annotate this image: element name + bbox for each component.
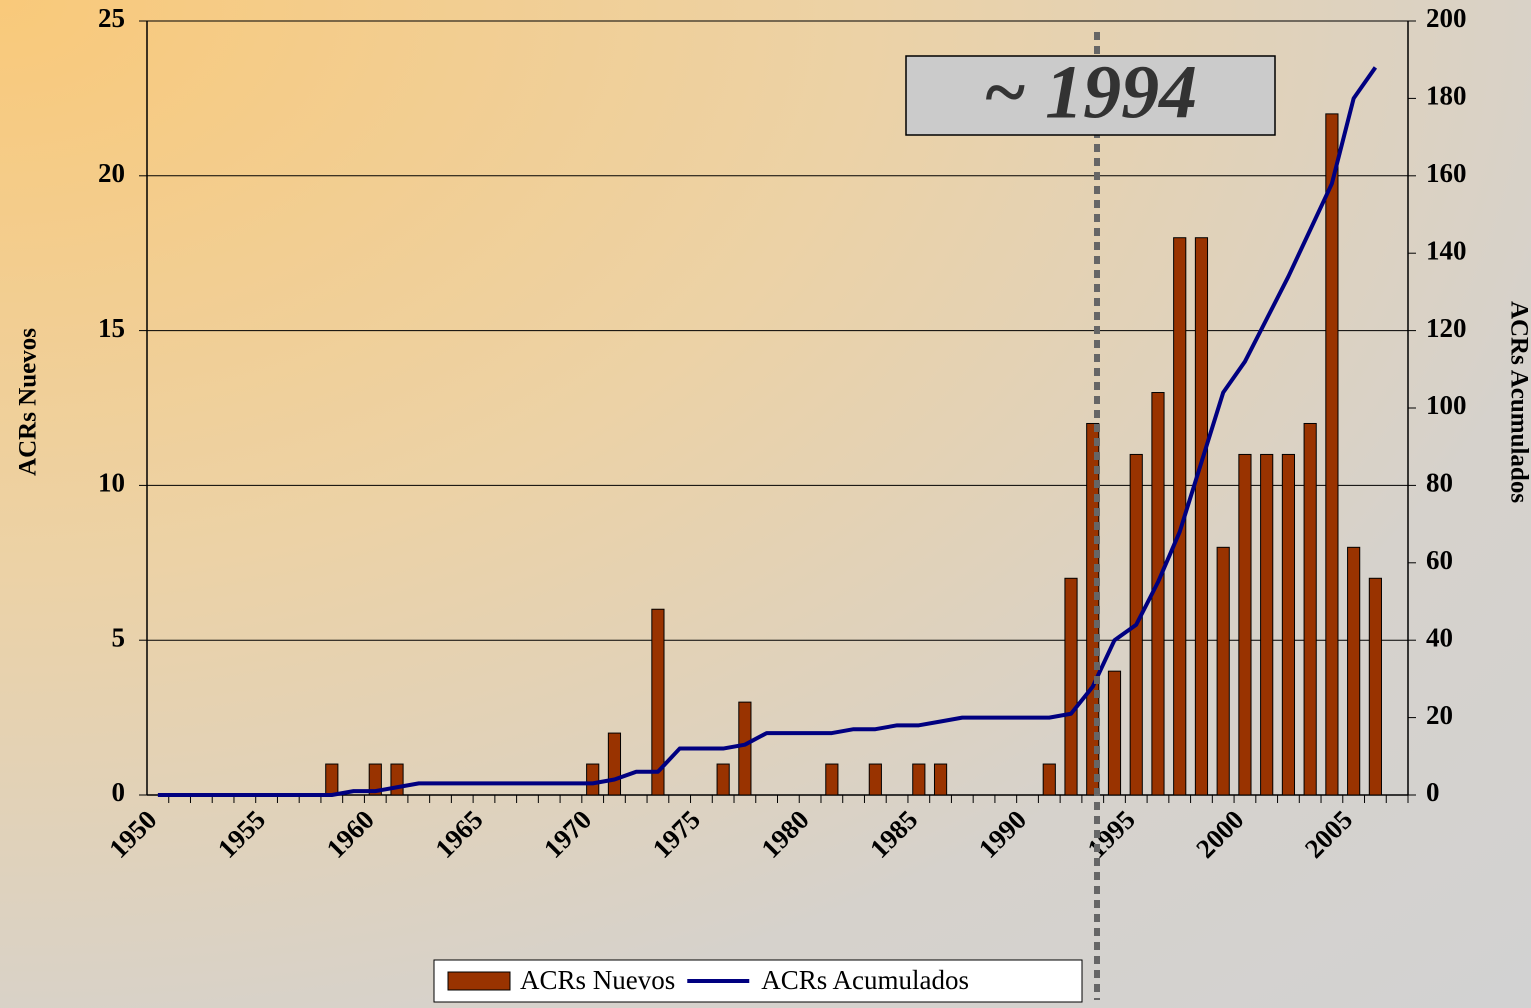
y-tick-label: 20 bbox=[98, 158, 125, 188]
y2-tick-label: 40 bbox=[1426, 622, 1453, 652]
bar bbox=[1194, 237, 1209, 796]
y-tick-label: 5 bbox=[112, 622, 126, 652]
bar bbox=[390, 763, 404, 796]
bar bbox=[933, 763, 948, 796]
x-tick-label: 1965 bbox=[429, 804, 488, 863]
annotation-box bbox=[905, 55, 1276, 136]
x-tick-label: 1955 bbox=[212, 804, 271, 863]
y-axis-title: ACRs Nuevos bbox=[15, 328, 42, 476]
bar bbox=[738, 701, 752, 796]
y2-tick-label: 200 bbox=[1426, 3, 1467, 33]
legend-label: ACRs Acumulados bbox=[761, 965, 969, 995]
bar bbox=[368, 763, 382, 796]
x-tick-label: 1985 bbox=[864, 804, 923, 863]
x-tick-label: 2000 bbox=[1190, 804, 1249, 863]
bar bbox=[1064, 577, 1078, 796]
x-tick-label: 1980 bbox=[755, 804, 814, 863]
legend-swatch bbox=[447, 971, 511, 991]
bar bbox=[825, 763, 839, 796]
bar bbox=[1216, 546, 1230, 796]
bar bbox=[1303, 422, 1317, 796]
y2-tick-label: 100 bbox=[1426, 390, 1467, 420]
y2-axis-title: ACRs Acumulados bbox=[1505, 301, 1531, 503]
line bbox=[157, 66, 1378, 797]
bar bbox=[1368, 577, 1382, 796]
y2-tick-label: 20 bbox=[1426, 700, 1453, 730]
y-tick-label: 15 bbox=[98, 313, 125, 343]
y2-tick-label: 180 bbox=[1426, 81, 1467, 111]
y2-tick-label: 80 bbox=[1426, 468, 1453, 498]
bar bbox=[1260, 453, 1274, 796]
x-tick-label: 1950 bbox=[103, 804, 162, 863]
bar bbox=[1347, 546, 1361, 796]
y-tick-label: 25 bbox=[98, 3, 125, 33]
bar bbox=[716, 763, 730, 796]
bar bbox=[607, 732, 622, 796]
y-tick-label: 0 bbox=[112, 777, 126, 807]
bar bbox=[651, 608, 665, 796]
bar bbox=[1042, 763, 1056, 796]
bar bbox=[1281, 453, 1296, 796]
bar bbox=[1325, 113, 1339, 796]
bar bbox=[1107, 670, 1122, 796]
y2-tick-label: 140 bbox=[1426, 235, 1467, 265]
x-tick-label: 1960 bbox=[321, 804, 380, 863]
bar bbox=[325, 763, 339, 796]
legend-label: ACRs Nuevos bbox=[520, 965, 675, 995]
y2-tick-label: 160 bbox=[1426, 158, 1467, 188]
bar bbox=[912, 763, 926, 796]
x-tick-label: 1995 bbox=[1081, 804, 1140, 863]
x-tick-label: 1975 bbox=[647, 804, 706, 863]
bar bbox=[586, 763, 600, 796]
y2-tick-label: 60 bbox=[1426, 545, 1453, 575]
bar bbox=[1238, 453, 1252, 796]
y-tick-label: 10 bbox=[98, 468, 125, 498]
legend-box bbox=[433, 959, 1083, 1003]
x-tick-label: 1970 bbox=[538, 804, 597, 863]
x-tick-label: 1990 bbox=[973, 804, 1032, 863]
y2-tick-label: 0 bbox=[1426, 777, 1440, 807]
annotation: ~ 1994 bbox=[983, 50, 1197, 134]
x-tick-label: 2005 bbox=[1299, 804, 1358, 863]
bar bbox=[868, 763, 882, 796]
y2-tick-label: 120 bbox=[1426, 313, 1467, 343]
